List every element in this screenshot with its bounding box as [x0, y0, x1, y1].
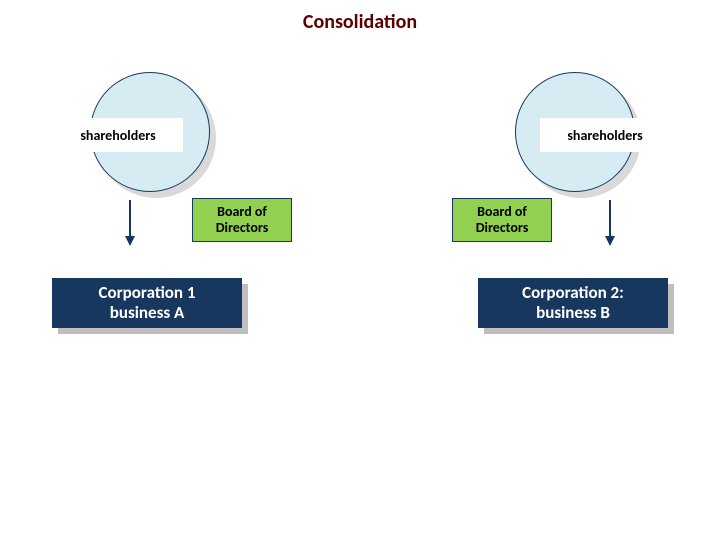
corp-line1: Corporation 2: — [522, 283, 624, 303]
corp-fg: Corporation 1 business A — [52, 278, 242, 328]
corp-line2: business B — [522, 303, 624, 323]
arrow-down-right — [603, 200, 617, 248]
board-of-directors-right: Board ofDirectors — [452, 198, 552, 242]
corp-fg: Corporation 2: business B — [478, 278, 668, 328]
shareholders-label-right: shareholders — [540, 118, 670, 152]
diagram-title: Consolidation — [0, 10, 720, 34]
shareholders-label-left: shareholders — [53, 118, 183, 152]
arrow-down-left — [123, 200, 137, 248]
corp-line1: Corporation 1 — [98, 283, 195, 303]
corporation-box-right: Corporation 2: business B — [478, 278, 674, 334]
corp-line2: business A — [98, 303, 195, 323]
board-of-directors-left: Board ofDirectors — [192, 198, 292, 242]
corporation-box-left: Corporation 1 business A — [52, 278, 248, 334]
